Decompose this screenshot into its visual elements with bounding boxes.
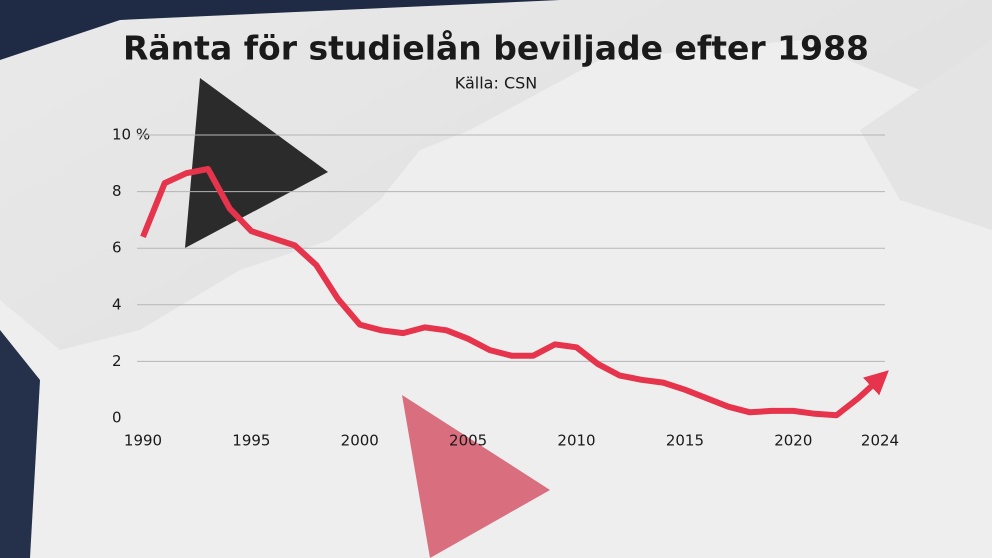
x-tick-label: 2024	[861, 432, 899, 450]
paper-sheet	[0, 40, 992, 558]
y-tick-label: 0	[112, 409, 122, 427]
paper-corner	[860, 40, 992, 230]
y-tick-label: 4	[112, 295, 122, 313]
shadow	[0, 330, 40, 558]
x-tick-label: 2005	[449, 432, 487, 450]
x-tick-label: 1995	[232, 432, 270, 450]
chart-subtitle: Källa: CSN	[455, 74, 537, 93]
logo-shape	[185, 78, 328, 248]
logo-shape	[402, 395, 550, 558]
data-line	[140, 166, 889, 419]
y-tick-label: 8	[112, 182, 122, 200]
x-tick-label: 2020	[774, 432, 812, 450]
y-tick-label: 2	[112, 352, 122, 370]
plot: 0 2 4 6 8 10 % 1990 1995 2000 2005 2010 2015 2020 202…	[112, 126, 899, 450]
x-tick-label: 2010	[557, 432, 595, 450]
x-tick-label: 1990	[124, 432, 162, 450]
x-tick-label: 2015	[666, 432, 704, 450]
chart-title: Ränta för studielån beviljade efter 1988	[123, 29, 869, 68]
y-tick-label: 10 %	[112, 126, 150, 144]
y-tick-label: 6	[112, 239, 122, 257]
x-tick-label: 2000	[341, 432, 379, 450]
